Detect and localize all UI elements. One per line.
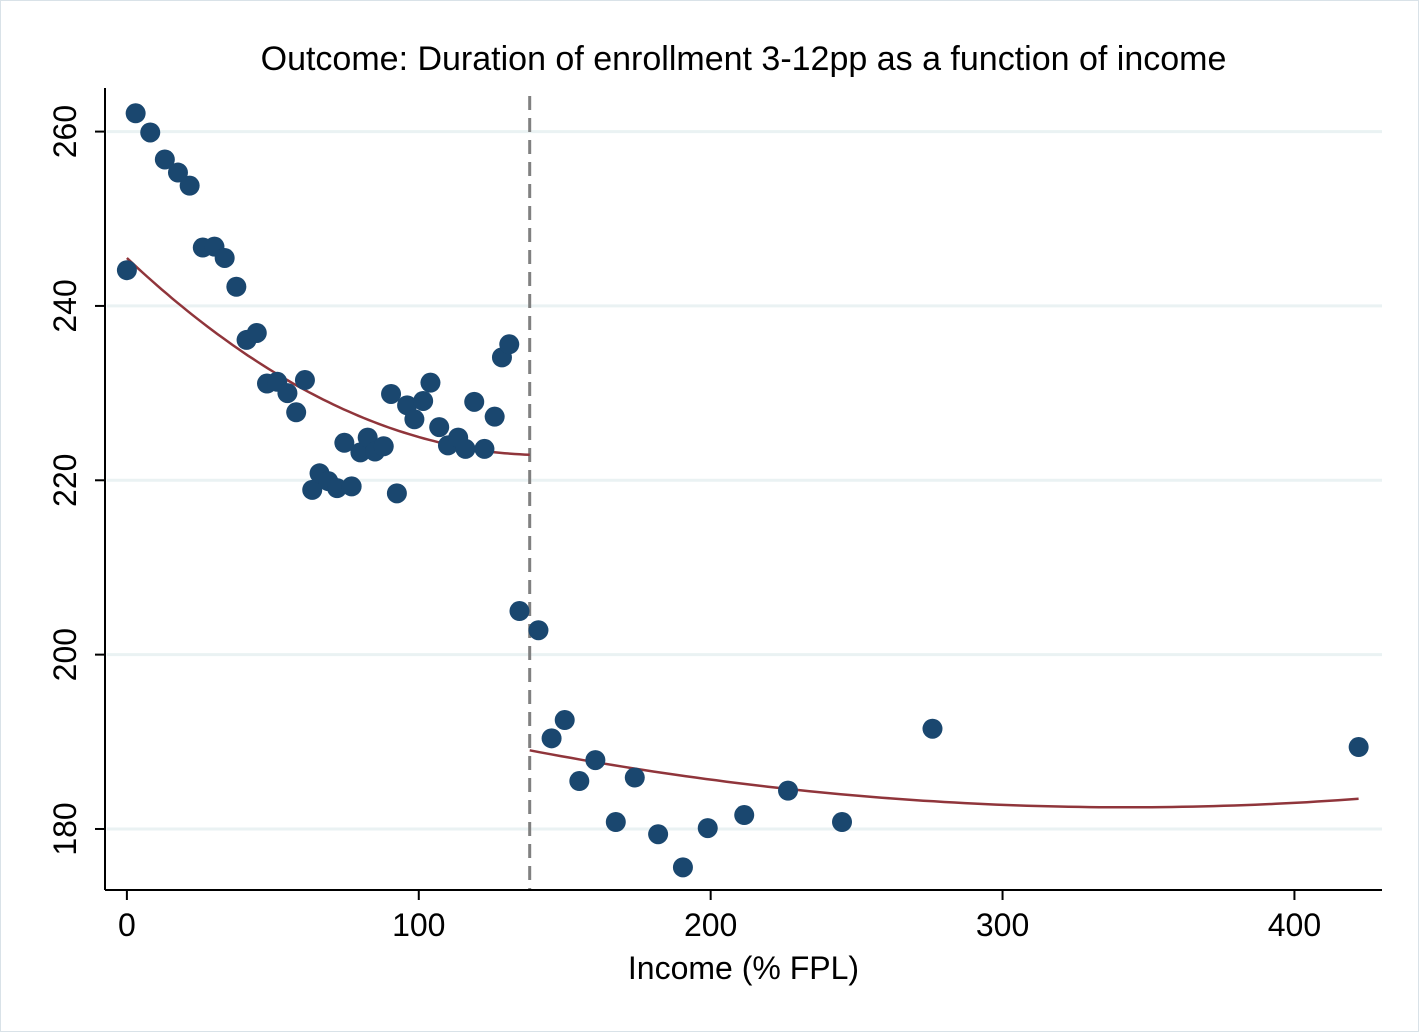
data-point: [140, 122, 161, 143]
data-point: [541, 728, 562, 749]
data-point: [286, 402, 307, 423]
data-point: [294, 370, 315, 391]
data-point: [464, 391, 485, 412]
y-tick-label: 260: [47, 105, 83, 158]
data-point: [697, 818, 718, 839]
y-tick-label: 180: [47, 802, 83, 855]
axes: [95, 88, 1382, 900]
data-point: [474, 438, 495, 459]
data-point: [499, 334, 520, 355]
data-point: [386, 483, 407, 504]
data-point: [413, 390, 434, 411]
data-point: [672, 857, 693, 878]
data-point: [341, 476, 362, 497]
data-point: [528, 620, 549, 641]
data-point: [334, 432, 355, 453]
data-point: [455, 438, 476, 459]
data-point: [734, 805, 755, 826]
data-point: [585, 750, 606, 771]
data-point: [277, 383, 298, 404]
data-point: [484, 406, 505, 427]
data-point: [116, 260, 137, 281]
data-point: [554, 710, 575, 731]
data-point: [832, 812, 853, 833]
data-point: [605, 812, 626, 833]
data-point: [569, 771, 590, 792]
data-point: [778, 780, 799, 801]
data-point: [214, 247, 235, 268]
x-tick-label: 400: [1268, 907, 1321, 943]
fit-curve-2: [529, 749, 1359, 809]
data-point: [381, 383, 402, 404]
data-point: [922, 718, 943, 739]
y-tick-label: 200: [47, 628, 83, 681]
data-point: [179, 175, 200, 196]
x-tick-label: 0: [118, 907, 136, 943]
fit-curve-1: [126, 257, 530, 457]
data-point: [226, 276, 247, 297]
data-point: [350, 442, 371, 463]
data-point: [404, 409, 425, 430]
fit-curves: [126, 257, 1359, 809]
data-point: [420, 372, 441, 393]
y-tick-label: 240: [47, 279, 83, 332]
data-point: [624, 767, 645, 788]
data-point: [302, 479, 323, 500]
x-axis-label: Income (% FPL): [627, 950, 860, 986]
tick-labels: 0 100 200 300 400 180 200 220 240 260: [47, 105, 1321, 943]
x-tick-label: 300: [976, 907, 1029, 943]
data-point: [429, 417, 450, 438]
data-point: [1348, 737, 1369, 758]
data-point: [154, 149, 175, 170]
data-points: [116, 103, 1369, 878]
data-point: [167, 162, 188, 183]
grid-lines: [107, 130, 1382, 831]
x-tick-label: 100: [392, 907, 445, 943]
data-point: [509, 601, 530, 622]
y-tick-label: 220: [47, 454, 83, 507]
chart-title: Outcome: Duration of enrollment 3-12pp a…: [260, 40, 1227, 78]
data-point: [648, 824, 669, 845]
data-point: [246, 322, 267, 343]
data-point: [373, 436, 394, 457]
data-point: [125, 103, 146, 124]
data-point: [327, 478, 348, 499]
x-tick-label: 200: [684, 907, 737, 943]
